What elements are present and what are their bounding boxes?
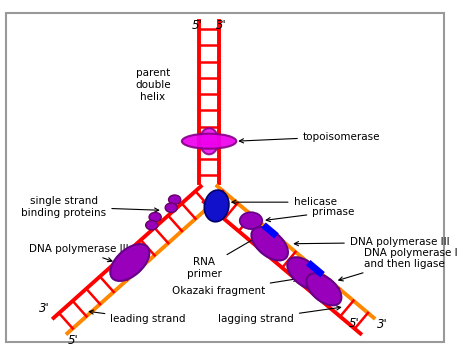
Ellipse shape (146, 221, 158, 230)
Ellipse shape (240, 212, 262, 229)
Text: 3': 3' (377, 318, 388, 331)
Text: primase: primase (266, 207, 355, 222)
Text: 5': 5' (191, 19, 202, 32)
Ellipse shape (306, 273, 341, 305)
Text: 3': 3' (216, 19, 227, 32)
Text: parent
double
helix: parent double helix (135, 68, 171, 101)
Ellipse shape (165, 203, 177, 212)
FancyBboxPatch shape (6, 13, 445, 342)
Text: lagging strand: lagging strand (218, 306, 341, 325)
Ellipse shape (204, 190, 229, 222)
Text: single strand
binding proteins: single strand binding proteins (21, 196, 159, 218)
Ellipse shape (169, 195, 181, 204)
Text: leading strand: leading strand (89, 310, 186, 325)
Text: 3': 3' (39, 302, 50, 315)
Text: RNA
primer: RNA primer (187, 232, 266, 278)
Ellipse shape (287, 257, 322, 289)
Text: topoisomerase: topoisomerase (239, 131, 381, 143)
Ellipse shape (149, 212, 161, 222)
Text: Okazaki fragment: Okazaki fragment (172, 277, 298, 296)
Text: DNA polymerase III: DNA polymerase III (294, 237, 449, 247)
Ellipse shape (110, 244, 149, 281)
Text: DNA polymerase III: DNA polymerase III (29, 244, 128, 262)
Ellipse shape (200, 128, 219, 154)
Ellipse shape (251, 227, 288, 261)
Text: helicase: helicase (232, 197, 337, 207)
Text: 5': 5' (68, 334, 79, 347)
Ellipse shape (182, 134, 237, 149)
Text: 5': 5' (349, 317, 360, 330)
Text: DNA polymerase I
and then ligase: DNA polymerase I and then ligase (339, 248, 457, 281)
